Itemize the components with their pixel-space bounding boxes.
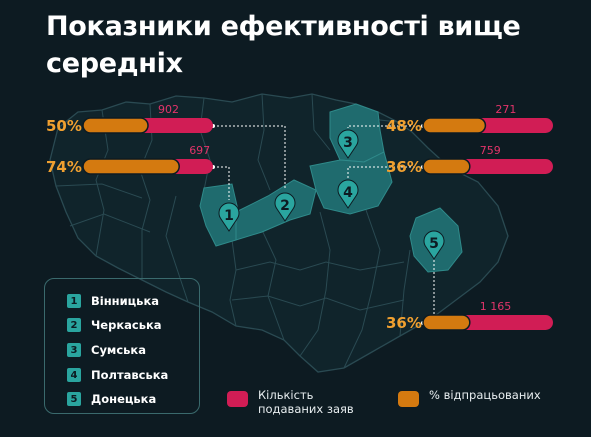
percent-value-label: 74% xyxy=(46,158,82,176)
legend-item: 4 Полтавська xyxy=(67,367,168,383)
region-border xyxy=(229,239,237,327)
region-border xyxy=(165,195,189,303)
percent-bar xyxy=(422,117,487,134)
legend-number: 5 xyxy=(67,392,81,406)
map-pin-icon xyxy=(337,179,359,209)
region-border xyxy=(343,209,381,369)
region-markers: 1 2 3 4 5 xyxy=(218,129,445,260)
legend-number: 2 xyxy=(67,318,81,332)
marker-number: 2 xyxy=(280,198,290,214)
region-marker: 5 xyxy=(423,230,445,260)
page-title: Показники ефективності вище середніх xyxy=(46,11,521,79)
percent-value-label: 36% xyxy=(386,314,422,332)
highlighted-region xyxy=(235,179,317,241)
bar-row: 36% 759 xyxy=(386,144,553,176)
region-border xyxy=(257,93,271,191)
region-marker: 4 xyxy=(337,179,359,209)
map-pin-icon xyxy=(274,192,296,222)
percent-bar xyxy=(422,158,471,175)
legend-number: 4 xyxy=(67,368,81,382)
marker-number: 3 xyxy=(343,135,353,151)
legend-region-name: Сумська xyxy=(91,343,146,357)
region-marker: 1 xyxy=(218,202,240,232)
region-border xyxy=(199,97,211,191)
legend-item: 5 Донецька xyxy=(67,391,156,407)
count-swatch xyxy=(227,391,248,407)
region-border xyxy=(235,261,405,271)
region-border xyxy=(311,93,331,151)
map-pin-icon xyxy=(337,129,359,159)
count-value-label: 902 xyxy=(158,103,179,116)
region-border xyxy=(95,109,109,257)
connector-line xyxy=(347,125,423,128)
legend-item: 1 Вінницька xyxy=(67,293,159,309)
percent-bar xyxy=(82,158,180,175)
percent-swatch xyxy=(398,391,419,407)
legend-region-name: Черкаська xyxy=(91,318,162,332)
bar-row: 36% 1 165 xyxy=(386,300,553,332)
percent-value-label: 48% xyxy=(386,117,422,135)
region-border xyxy=(399,249,411,337)
region-border xyxy=(299,211,331,357)
region-border xyxy=(231,295,405,311)
legend-number: 1 xyxy=(67,294,81,308)
count-value-label: 271 xyxy=(495,103,516,116)
map-pin-icon xyxy=(423,230,445,260)
region-border xyxy=(261,229,285,341)
highlighted-regions xyxy=(199,103,463,273)
percent-value-label: 50% xyxy=(46,117,82,135)
legend-item: 3 Сумська xyxy=(67,342,146,358)
bar-row: 48% 271 xyxy=(386,103,553,135)
legend-region-name: Полтавська xyxy=(91,368,169,382)
connector-line xyxy=(213,125,286,190)
bar-row: 50% 902 xyxy=(46,103,213,135)
map-pin-icon xyxy=(218,202,240,232)
count-key: Кількість подаваних заяв xyxy=(227,388,378,416)
count-key-label: Кількість подаваних заяв xyxy=(258,388,354,416)
connector-line xyxy=(213,166,230,200)
region-border xyxy=(139,103,153,280)
percent-key: % відпрацьованих xyxy=(398,388,541,407)
marker-number: 5 xyxy=(429,236,439,252)
marker-number: 4 xyxy=(343,185,353,201)
marker-number: 1 xyxy=(224,208,234,224)
bar-row: 74% 697 xyxy=(46,144,213,176)
legend-item: 2 Черкаська xyxy=(67,317,162,333)
region-border xyxy=(69,213,151,233)
percent-bar xyxy=(82,117,149,134)
region-marker: 3 xyxy=(337,129,359,159)
percent-key-label: % відпрацьованих xyxy=(429,388,541,402)
legend-number: 3 xyxy=(67,343,81,357)
percent-value-label: 36% xyxy=(386,158,422,176)
count-value-label: 697 xyxy=(189,144,210,157)
count-value-label: 759 xyxy=(480,144,501,157)
bars-layer: 74% 697 50% 902 48% 271 36% 759 36% 1 165 xyxy=(46,103,553,332)
region-border xyxy=(55,183,143,199)
connector-line xyxy=(423,260,435,324)
count-value-label: 1 165 xyxy=(480,300,512,313)
region-legend: 1 Вінницька 2 Черкаська 3 Сумська 4 Полт… xyxy=(44,278,200,414)
percent-bar xyxy=(422,314,471,331)
highlighted-region xyxy=(329,103,385,163)
legend-region-name: Вінницька xyxy=(91,294,160,308)
region-marker: 2 xyxy=(274,192,296,222)
legend-region-name: Донецька xyxy=(91,392,157,406)
connector-line xyxy=(347,166,423,178)
